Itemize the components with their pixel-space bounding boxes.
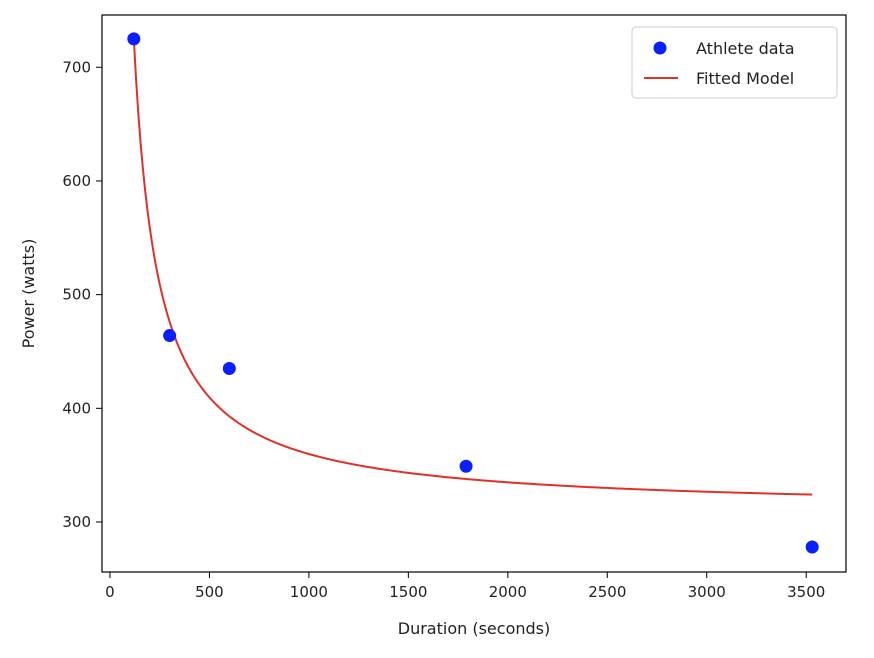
x-tick-label: 1500 (389, 583, 427, 601)
x-tick-label: 3500 (787, 583, 825, 601)
x-axis-label: Duration (seconds) (398, 619, 550, 638)
y-axis-label: Power (watts) (19, 239, 38, 349)
legend-box (631, 26, 838, 99)
legend-athlete-data-marker (653, 41, 667, 55)
athlete-data-point (805, 540, 819, 554)
axes: 0 500 1000 1500 2000 2500 3000 3500 300 400 500 600… (19, 14, 847, 638)
x-tick-label: 2000 (489, 583, 527, 601)
x-tick-label: 2500 (588, 583, 626, 601)
athlete-data-point (222, 362, 236, 376)
legend-athlete-data-label: Athlete data (696, 39, 795, 58)
x-tick-label: 3000 (688, 583, 726, 601)
athlete-data-point (459, 459, 473, 473)
y-tick-label: 400 (62, 399, 91, 417)
y-tick-label: 700 (62, 58, 91, 76)
athlete-data-point (163, 329, 177, 343)
plot-frame (101, 14, 847, 573)
y-tick-label: 500 (62, 286, 91, 304)
y-tick-label: 300 (62, 513, 91, 531)
legend: Athlete data Fitted Model (631, 26, 838, 99)
x-tick-label: 1000 (290, 583, 328, 601)
x-tick-label: 0 (105, 583, 115, 601)
athlete-data-point (127, 32, 141, 46)
y-tick-label: 600 (62, 172, 91, 190)
fitted-model-line (132, 38, 813, 496)
legend-fitted-model-label: Fitted Model (696, 69, 794, 88)
x-tick-label: 500 (195, 583, 224, 601)
plot-area (127, 32, 819, 554)
